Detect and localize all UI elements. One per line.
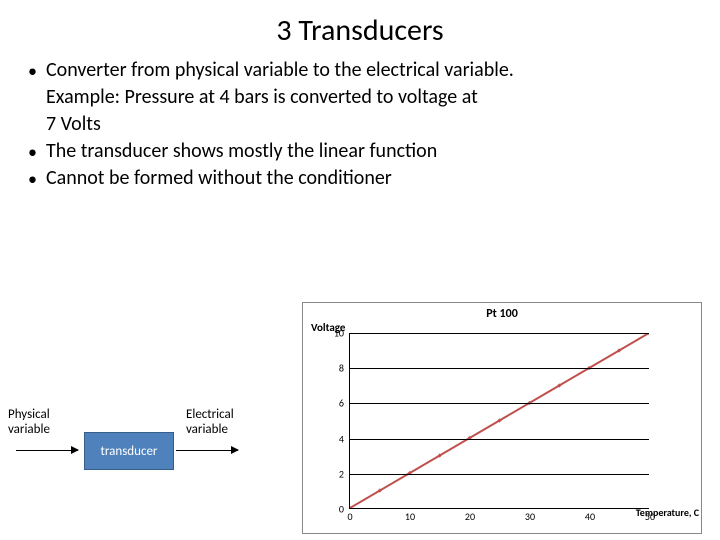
chart-ytick: 0 [339, 503, 344, 516]
chart-xtick: 20 [465, 510, 475, 523]
input-label: Physical variable [8, 408, 50, 438]
transducer-box: transducer [84, 432, 174, 470]
chart-plot-area: 024681001020304050 [349, 333, 649, 509]
chart-xtick: 10 [405, 510, 415, 523]
bullet-item: • Converter from physical variable to th… [28, 57, 692, 84]
bullet-text: The transducer shows mostly the linear f… [46, 138, 692, 165]
chart-xtick: 0 [347, 510, 352, 523]
output-label: Electrical variable [186, 408, 234, 438]
bullet-dot-icon: • [28, 138, 46, 164]
chart-series [350, 333, 649, 508]
bullet-item: • Cannot be formed without the condition… [28, 165, 692, 192]
bullet-text: Converter from physical variable to the … [46, 57, 692, 84]
body-content: • Converter from physical variable to th… [0, 57, 720, 192]
pt100-chart: Pt 100 Voltage Temperature, C 0246810010… [302, 302, 702, 534]
arrow-icon [16, 450, 78, 451]
chart-ytick: 8 [339, 362, 344, 375]
arrow-icon [176, 450, 238, 451]
example-line: 7 Volts [28, 111, 692, 138]
block-diagram: Physical variable transducer Electrical … [8, 370, 308, 480]
bullet-dot-icon: • [28, 57, 46, 83]
example-line: Example: Pressure at 4 bars is converted… [28, 84, 692, 111]
bullet-dot-icon: • [28, 165, 46, 191]
bullet-item: • The transducer shows mostly the linear… [28, 138, 692, 165]
bullet-text: Cannot be formed without the conditioner [46, 165, 692, 192]
chart-title: Pt 100 [303, 303, 701, 321]
page-title: 3 Transducers [0, 0, 720, 57]
chart-xtick: 30 [525, 510, 535, 523]
chart-xtick: 50 [645, 510, 655, 523]
chart-ytick: 2 [339, 467, 344, 480]
chart-xtick: 40 [585, 510, 595, 523]
chart-ytick: 6 [339, 397, 344, 410]
chart-ytick: 4 [339, 432, 344, 445]
chart-ytick: 10 [334, 327, 344, 340]
